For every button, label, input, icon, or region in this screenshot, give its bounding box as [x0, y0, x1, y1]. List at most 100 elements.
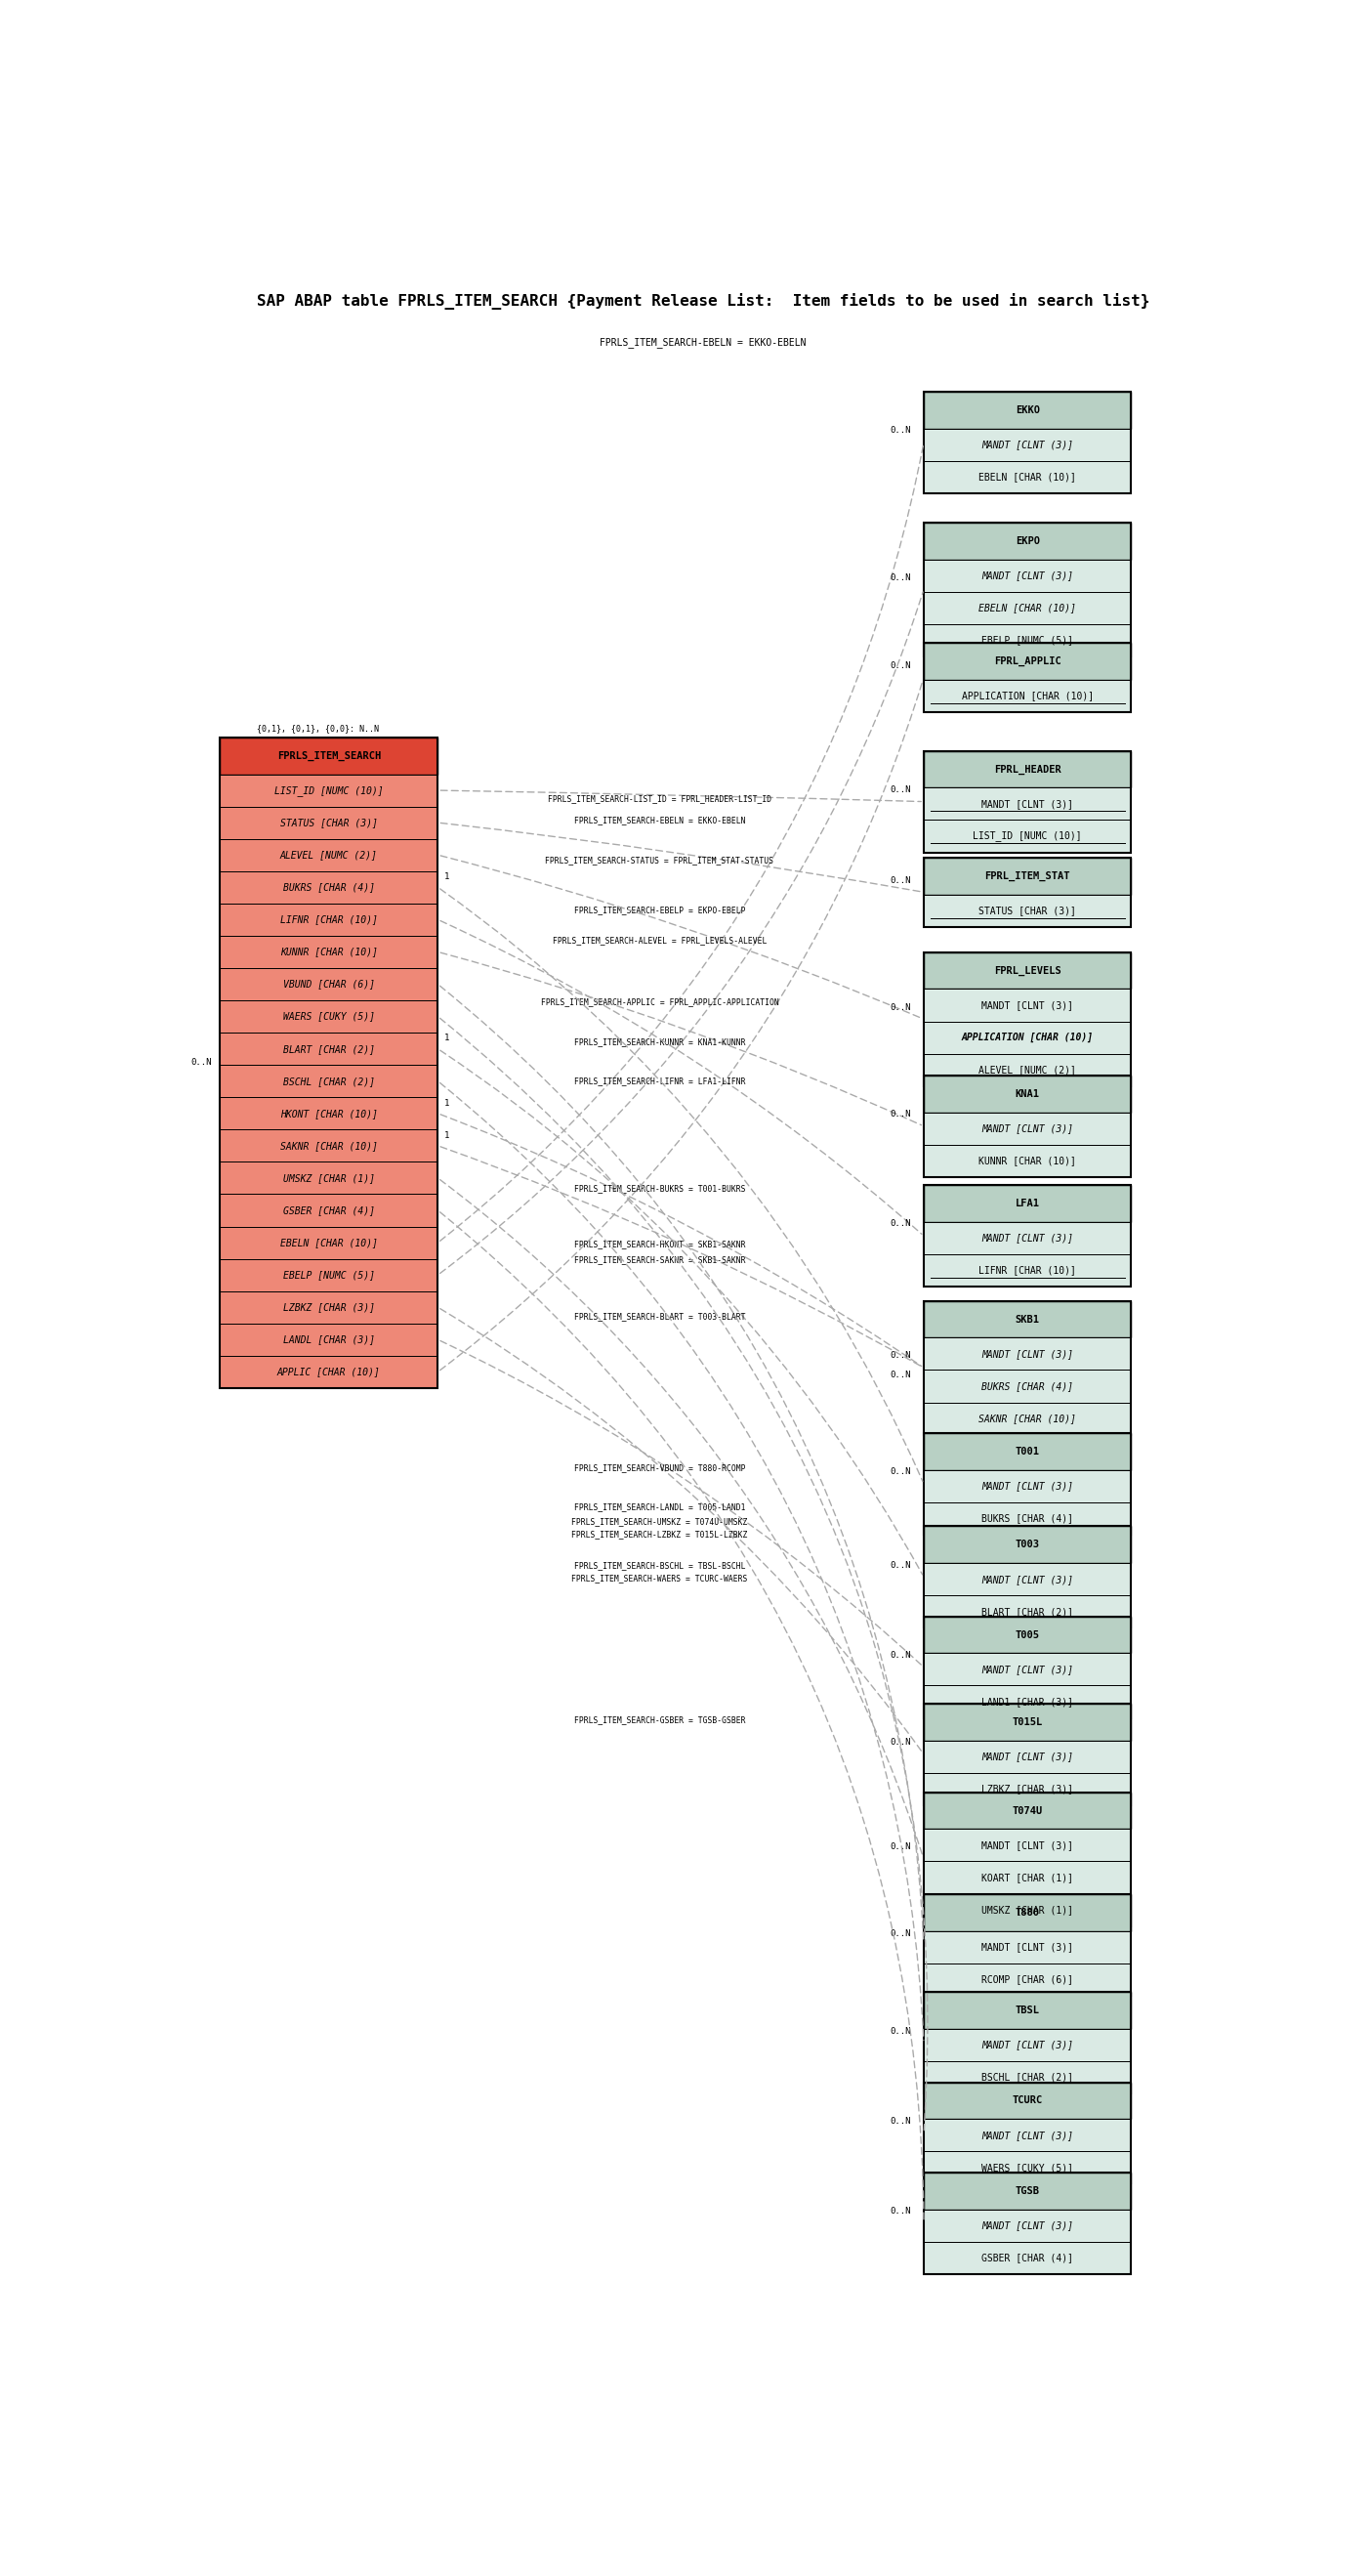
FancyBboxPatch shape: [220, 775, 438, 806]
FancyBboxPatch shape: [923, 1991, 1131, 2030]
Text: 0..N: 0..N: [890, 876, 911, 884]
Text: 1: 1: [445, 1131, 450, 1139]
Text: T003: T003: [1015, 1540, 1040, 1551]
Text: BLART [CHAR (2)]: BLART [CHAR (2)]: [981, 1607, 1073, 1618]
Text: LZBKZ [CHAR (3)]: LZBKZ [CHAR (3)]: [283, 1303, 375, 1311]
FancyBboxPatch shape: [923, 2061, 1131, 2094]
Text: LZBKZ [CHAR (3)]: LZBKZ [CHAR (3)]: [981, 1785, 1073, 1793]
Text: SKB1: SKB1: [1015, 1314, 1040, 1324]
FancyBboxPatch shape: [923, 989, 1131, 1020]
Text: FPRLS_ITEM_SEARCH-ALEVEL = FPRL_LEVELS-ALEVEL: FPRLS_ITEM_SEARCH-ALEVEL = FPRL_LEVELS-A…: [553, 935, 767, 945]
Text: FPRLS_ITEM_SEARCH-EBELN = EKKO-EBELN: FPRLS_ITEM_SEARCH-EBELN = EKKO-EBELN: [573, 817, 745, 824]
Text: MANDT [CLNT (3)]: MANDT [CLNT (3)]: [981, 1574, 1073, 1584]
Text: BSCHL [CHAR (2)]: BSCHL [CHAR (2)]: [981, 2074, 1073, 2081]
Text: LIFNR [CHAR (10)]: LIFNR [CHAR (10)]: [280, 914, 377, 925]
FancyBboxPatch shape: [220, 1260, 438, 1291]
FancyBboxPatch shape: [923, 1893, 1131, 1927]
FancyBboxPatch shape: [220, 1195, 438, 1226]
Text: KUNNR [CHAR (10)]: KUNNR [CHAR (10)]: [978, 1157, 1076, 1167]
Text: EKKO: EKKO: [1015, 404, 1040, 415]
Text: FPRLS_ITEM_SEARCH-EBELP = EKPO-EBELP: FPRLS_ITEM_SEARCH-EBELP = EKPO-EBELP: [573, 904, 745, 914]
FancyBboxPatch shape: [923, 819, 1131, 853]
Text: APPLICATION [CHAR (10)]: APPLICATION [CHAR (10)]: [962, 690, 1093, 701]
Text: FPRLS_ITEM_SEARCH-LZBKZ = T015L-LZBKZ: FPRLS_ITEM_SEARCH-LZBKZ = T015L-LZBKZ: [572, 1530, 748, 1538]
FancyBboxPatch shape: [923, 1020, 1131, 1054]
Text: BLART [CHAR (2)]: BLART [CHAR (2)]: [283, 1043, 375, 1054]
Text: LANDL [CHAR (3)]: LANDL [CHAR (3)]: [283, 1334, 375, 1345]
FancyBboxPatch shape: [923, 1525, 1131, 1564]
Text: MANDT [CLNT (3)]: MANDT [CLNT (3)]: [981, 1664, 1073, 1674]
FancyBboxPatch shape: [923, 523, 1131, 559]
FancyBboxPatch shape: [923, 2151, 1131, 2184]
FancyBboxPatch shape: [923, 644, 1131, 680]
FancyBboxPatch shape: [220, 1097, 438, 1128]
FancyBboxPatch shape: [220, 969, 438, 999]
Text: SAP ABAP table FPRLS_ITEM_SEARCH {Payment Release List:  Item fields to be used : SAP ABAP table FPRLS_ITEM_SEARCH {Paymen…: [257, 294, 1150, 309]
FancyBboxPatch shape: [923, 1703, 1131, 1741]
Text: LIST_ID [NUMC (10)]: LIST_ID [NUMC (10)]: [973, 832, 1083, 842]
Text: 0..N: 0..N: [890, 2117, 911, 2125]
Text: BUKRS [CHAR (4)]: BUKRS [CHAR (4)]: [981, 1381, 1073, 1391]
Text: FPRLS_ITEM_SEARCH-BSCHL = TBSL-BSCHL: FPRLS_ITEM_SEARCH-BSCHL = TBSL-BSCHL: [573, 1561, 745, 1569]
Text: 0..N: 0..N: [890, 1929, 911, 1937]
Text: MANDT [CLNT (3)]: MANDT [CLNT (3)]: [981, 1481, 1073, 1492]
Text: WAERS [CUKY (5)]: WAERS [CUKY (5)]: [981, 2164, 1073, 2172]
Text: 1: 1: [445, 1097, 450, 1108]
FancyBboxPatch shape: [220, 1128, 438, 1162]
Text: MANDT [CLNT (3)]: MANDT [CLNT (3)]: [981, 1350, 1073, 1358]
Text: 0..N: 0..N: [890, 1842, 911, 1852]
Text: 0..N: 0..N: [890, 1002, 911, 1012]
Text: 0..N: 0..N: [890, 662, 911, 670]
Text: SAKNR [CHAR (10)]: SAKNR [CHAR (10)]: [280, 1141, 377, 1151]
Text: 0..N: 0..N: [890, 1651, 911, 1659]
Text: MANDT [CLNT (3)]: MANDT [CLNT (3)]: [981, 2221, 1073, 2231]
Text: T074U: T074U: [1013, 1806, 1043, 1816]
Text: TGSB: TGSB: [1015, 2187, 1040, 2195]
Text: TCURC: TCURC: [1013, 2097, 1043, 2105]
Text: 0..N: 0..N: [890, 1352, 911, 1360]
FancyBboxPatch shape: [220, 904, 438, 935]
FancyBboxPatch shape: [923, 392, 1131, 428]
Text: 0..N: 0..N: [890, 425, 911, 435]
Text: MANDT [CLNT (3)]: MANDT [CLNT (3)]: [981, 569, 1073, 580]
FancyBboxPatch shape: [220, 840, 438, 871]
Text: LIST_ID [NUMC (10)]: LIST_ID [NUMC (10)]: [274, 786, 383, 796]
Text: FPRLS_ITEM_SEARCH-UMSKZ = T074U-UMSKZ: FPRLS_ITEM_SEARCH-UMSKZ = T074U-UMSKZ: [572, 1517, 748, 1525]
Text: MANDT [CLNT (3)]: MANDT [CLNT (3)]: [981, 2130, 1073, 2141]
Text: 0..N: 0..N: [890, 1370, 911, 1381]
Text: 0..N: 0..N: [890, 1739, 911, 1747]
Text: MANDT [CLNT (3)]: MANDT [CLNT (3)]: [981, 1839, 1073, 1850]
Text: 1: 1: [445, 1033, 450, 1043]
FancyBboxPatch shape: [923, 1595, 1131, 1628]
Text: FPRL_ITEM_STAT: FPRL_ITEM_STAT: [985, 871, 1070, 881]
FancyBboxPatch shape: [923, 1963, 1131, 1996]
FancyBboxPatch shape: [923, 1185, 1131, 1221]
Text: FPRL_HEADER: FPRL_HEADER: [993, 765, 1061, 775]
Text: FPRLS_ITEM_SEARCH: FPRLS_ITEM_SEARCH: [277, 750, 381, 760]
Text: APPLIC [CHAR (10)]: APPLIC [CHAR (10)]: [277, 1368, 380, 1376]
FancyBboxPatch shape: [923, 592, 1131, 623]
Text: MANDT [CLNT (3)]: MANDT [CLNT (3)]: [981, 1942, 1073, 1953]
Text: FPRLS_ITEM_SEARCH-BUKRS = T001-BUKRS: FPRLS_ITEM_SEARCH-BUKRS = T001-BUKRS: [573, 1185, 745, 1193]
Text: TBSL: TBSL: [1015, 2007, 1040, 2014]
Text: EKPO: EKPO: [1015, 536, 1040, 546]
Text: FPRLS_ITEM_SEARCH-EBELN = EKKO-EBELN: FPRLS_ITEM_SEARCH-EBELN = EKKO-EBELN: [600, 337, 807, 348]
Text: MANDT [CLNT (3)]: MANDT [CLNT (3)]: [981, 1752, 1073, 1762]
Text: 0..N: 0..N: [890, 2027, 911, 2035]
FancyBboxPatch shape: [923, 2081, 1131, 2120]
FancyBboxPatch shape: [923, 2210, 1131, 2241]
Text: MANDT [CLNT (3)]: MANDT [CLNT (3)]: [981, 2040, 1073, 2050]
FancyBboxPatch shape: [220, 1064, 438, 1097]
FancyBboxPatch shape: [923, 1255, 1131, 1285]
Text: UMSKZ [CHAR (1)]: UMSKZ [CHAR (1)]: [283, 1172, 375, 1182]
Text: MANDT [CLNT (3)]: MANDT [CLNT (3)]: [981, 1234, 1073, 1244]
Text: ALEVEL [NUMC (2)]: ALEVEL [NUMC (2)]: [978, 1064, 1076, 1074]
Text: 0..N: 0..N: [890, 1468, 911, 1476]
FancyBboxPatch shape: [923, 953, 1131, 989]
Text: FPRLS_ITEM_SEARCH-KUNNR = KNA1-KUNNR: FPRLS_ITEM_SEARCH-KUNNR = KNA1-KUNNR: [573, 1038, 745, 1046]
FancyBboxPatch shape: [220, 871, 438, 904]
Text: {0,1}, {0,1}, {0,0}: N..N: {0,1}, {0,1}, {0,0}: N..N: [257, 724, 379, 734]
FancyBboxPatch shape: [220, 1226, 438, 1260]
Text: 0..N: 0..N: [191, 1059, 211, 1066]
FancyBboxPatch shape: [923, 1144, 1131, 1177]
